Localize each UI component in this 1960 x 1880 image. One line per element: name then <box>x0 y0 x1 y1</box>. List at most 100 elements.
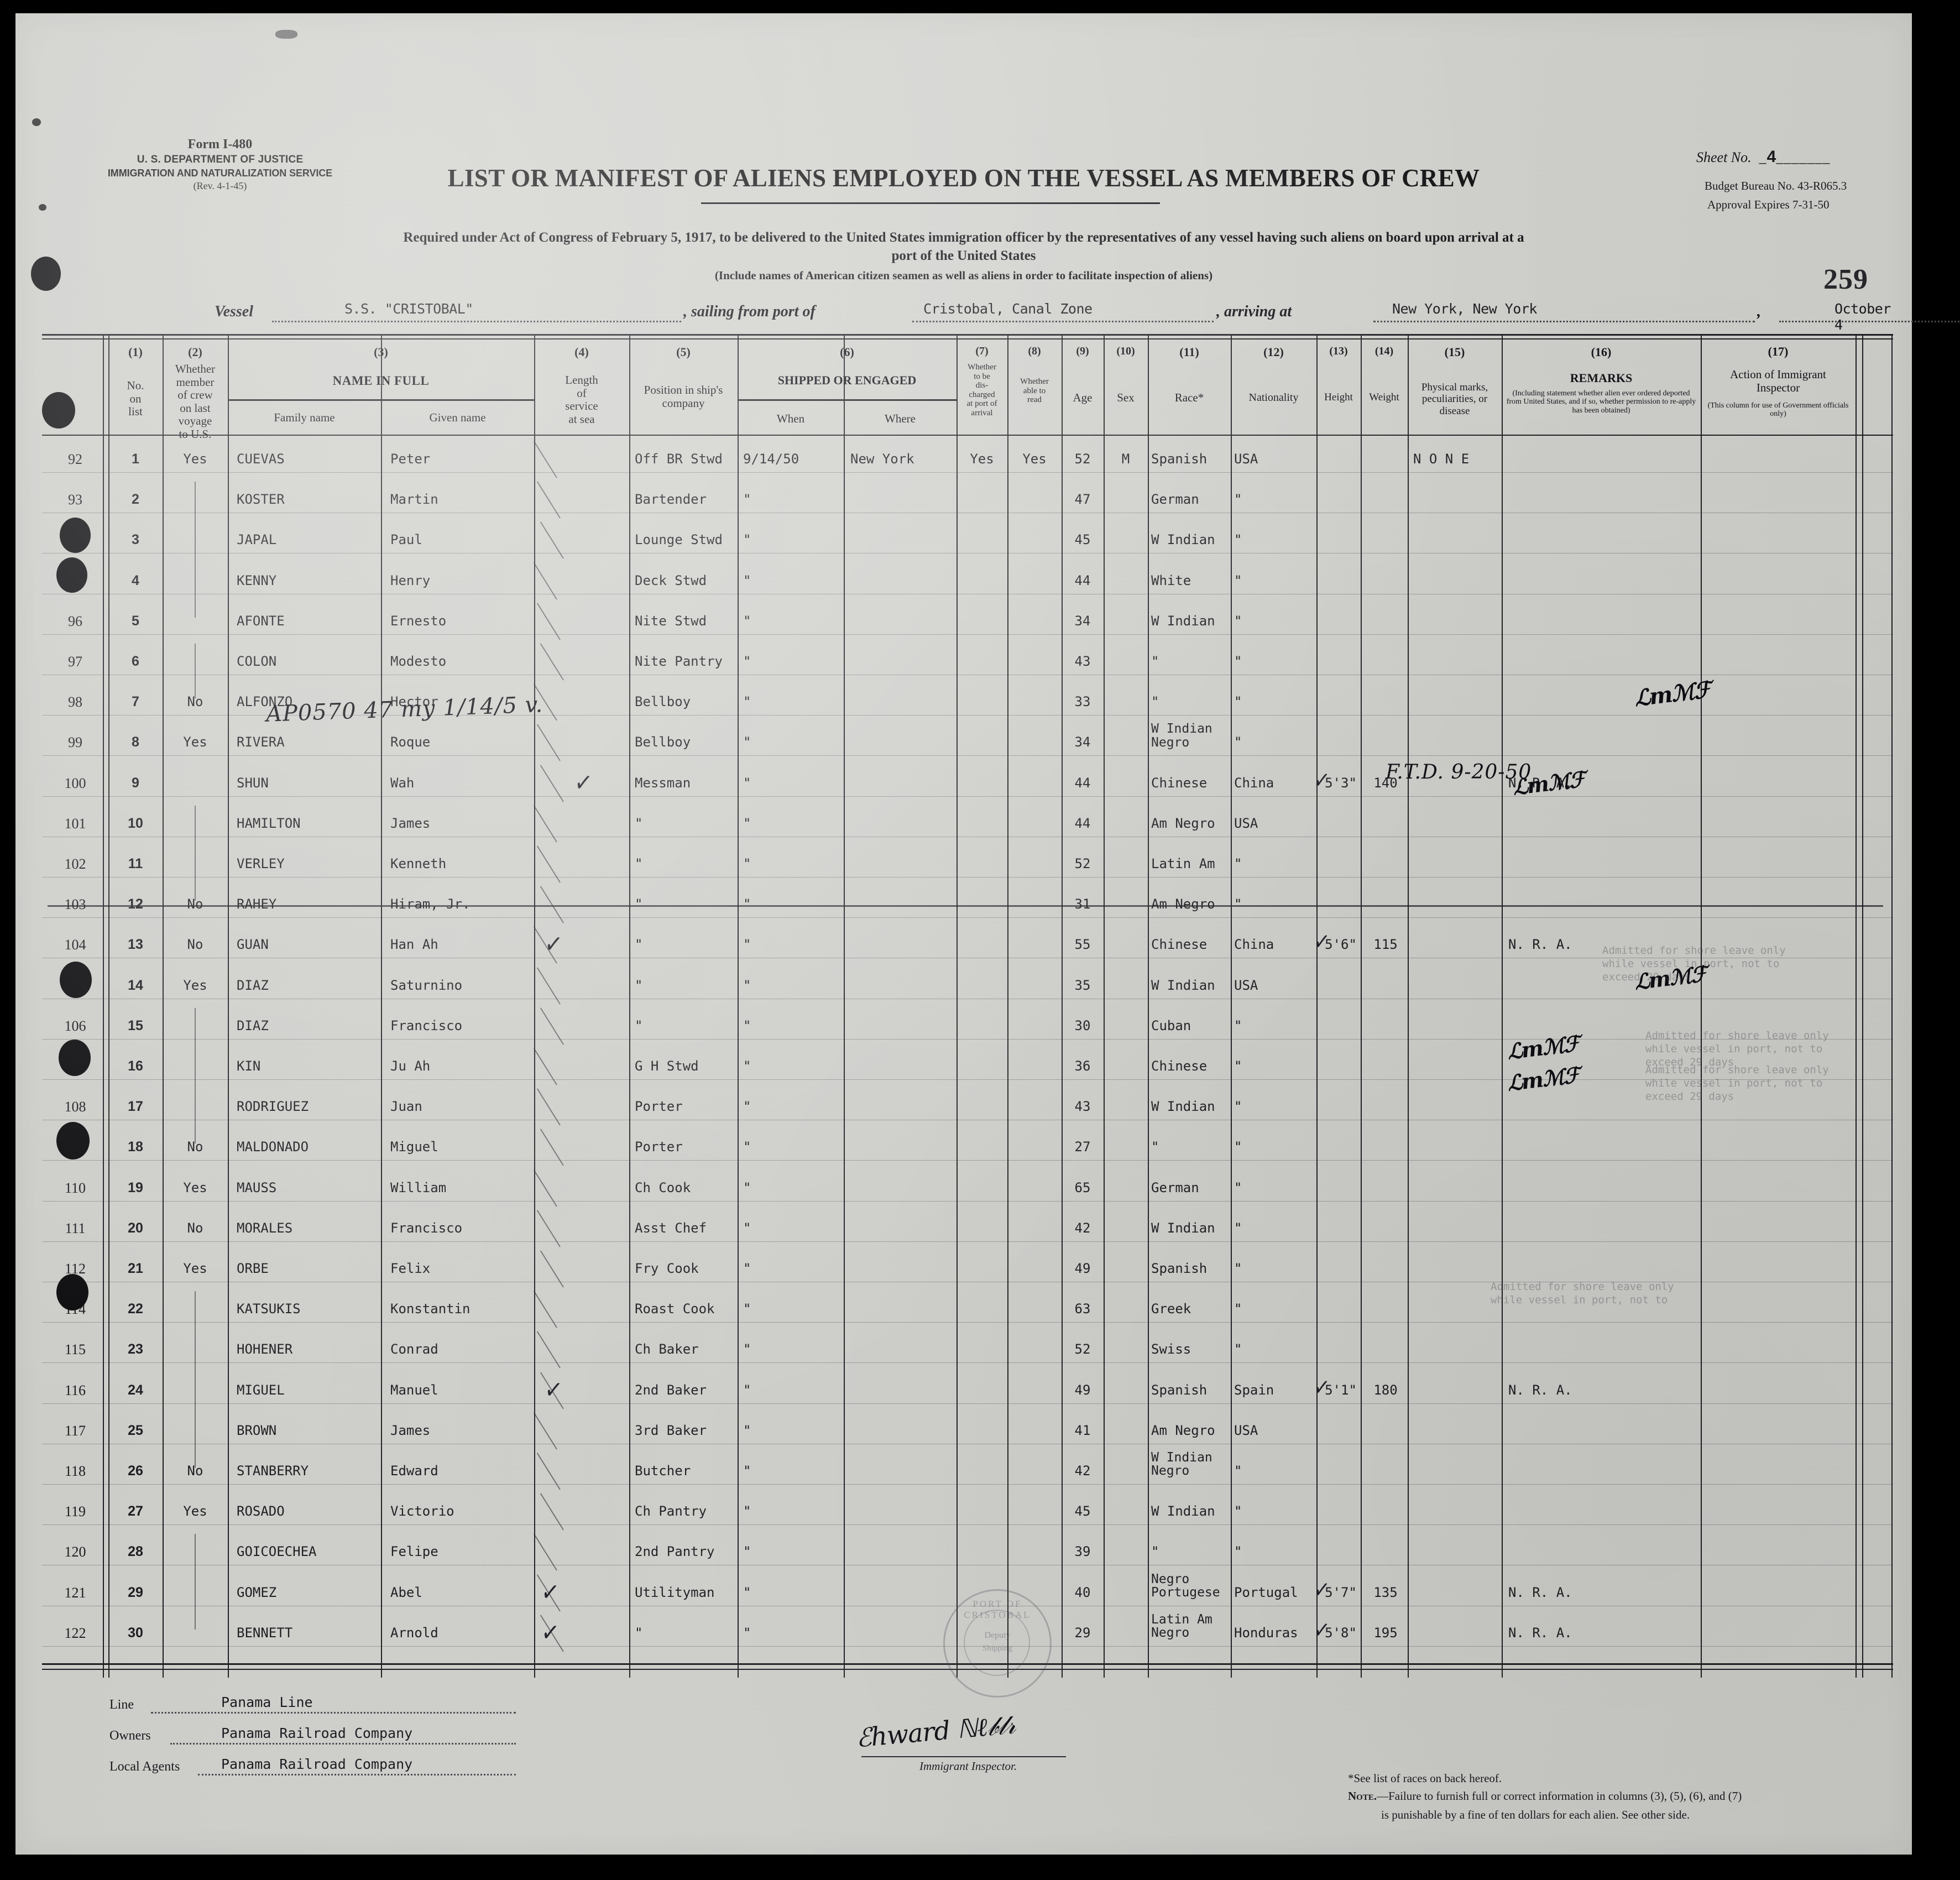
cell-height: 5'3" <box>1325 775 1357 791</box>
port-stamp-arc: PORT OF CRISTOBAL <box>964 1599 1031 1620</box>
owners-label: Owners <box>109 1728 151 1743</box>
cell-race: Negro Portugese <box>1151 1571 1220 1600</box>
cell-age: 45 <box>1074 532 1091 548</box>
cell-position: " <box>635 937 643 953</box>
col-6-label: SHIPPED OR ENGAGED <box>777 373 917 387</box>
cell-marks: N O N E <box>1413 451 1470 467</box>
cell-race: W Indian <box>1151 977 1215 993</box>
cell-race: " <box>1151 694 1159 710</box>
col-10-label: Sex <box>1117 391 1135 404</box>
cell-no: 7 <box>132 694 139 710</box>
agents-dotline <box>198 1774 516 1775</box>
cell-family: DIAZ <box>237 1017 269 1033</box>
cell-when: " <box>743 613 751 629</box>
sailing-dotline <box>912 321 1214 322</box>
col-15-number: (15) <box>1444 345 1465 359</box>
form-number: Form I-480 <box>187 137 253 152</box>
cell-race: Chinese <box>1151 1058 1208 1074</box>
cell-position: " <box>635 1625 643 1641</box>
cell-race: Am Negro <box>1151 1422 1215 1438</box>
cell-nationality: China <box>1234 775 1274 791</box>
cell-when: " <box>743 1017 751 1033</box>
cell-member: Yes <box>183 977 207 993</box>
inspection-check-mark: ✓ <box>543 1373 565 1406</box>
row-rule <box>42 1038 1893 1040</box>
cell-given: Arnold <box>390 1625 438 1641</box>
cell-family: JAPAL <box>237 532 277 548</box>
cell-when: " <box>743 694 751 710</box>
cell-no: 8 <box>132 734 139 750</box>
cell-list-no: 110 <box>64 1179 86 1196</box>
cell-position: Asst Chef <box>635 1220 707 1236</box>
cell-list-no: 122 <box>64 1625 86 1641</box>
cell-weight: 140 <box>1373 775 1398 791</box>
cell-position: Bellboy <box>635 734 691 750</box>
cell-family: KIN <box>237 1058 261 1074</box>
cell-list-no: 99 <box>68 734 82 751</box>
cell-when: " <box>743 734 751 750</box>
col-2-number: (2) <box>188 345 202 359</box>
row-rule <box>42 1079 1893 1080</box>
cell-when: " <box>743 815 751 831</box>
cell-read: Yes <box>1022 451 1047 467</box>
cell-no: 11 <box>128 856 143 871</box>
cell-race: Latin Am Negro <box>1151 1612 1212 1640</box>
port-stamp-line2: Shipping <box>982 1644 1013 1653</box>
cell-when: " <box>743 1220 751 1236</box>
col-13-label: Height <box>1324 391 1353 403</box>
cell-position: " <box>635 1017 643 1033</box>
cell-family: RODRIGUEZ <box>237 1099 309 1115</box>
cell-when: " <box>743 775 751 791</box>
col-14-label: Weight <box>1369 391 1399 403</box>
sheet-number-field: Sheet No. _4_______ <box>1696 148 1831 166</box>
ink-blot <box>59 1040 91 1076</box>
header-divider <box>42 435 1893 436</box>
cell-when: " <box>743 1584 751 1600</box>
cell-list-no: 101 <box>64 815 86 832</box>
cell-age: 44 <box>1074 572 1091 588</box>
inspection-check-mark: ✓ <box>543 928 565 960</box>
row-rule <box>42 472 1893 473</box>
cell-member: No <box>187 937 203 953</box>
cell-position: 2nd Pantry <box>635 1544 715 1560</box>
cell-given: Francisco <box>390 1220 463 1236</box>
row-rule <box>42 634 1893 635</box>
cell-when: " <box>743 1058 751 1074</box>
cell-remarks: N. R. A. <box>1508 775 1572 791</box>
cell-list-no: 115 <box>64 1341 86 1358</box>
cell-position: 2nd Baker <box>635 1382 707 1398</box>
cell-given: Saturnino <box>390 977 463 993</box>
requirement-text-line1: Required under Act of Congress of Februa… <box>403 230 1524 245</box>
cell-family: BENNETT <box>237 1625 293 1641</box>
cell-given: Felipe <box>390 1544 438 1560</box>
cell-list-no: 120 <box>64 1544 86 1560</box>
arriving-value: New York, New York <box>1392 301 1537 317</box>
cell-nationality: USA <box>1234 1422 1258 1438</box>
row-rule <box>42 1362 1893 1364</box>
cell-race: Cuban <box>1151 1017 1191 1033</box>
cell-no: 9 <box>132 775 139 791</box>
approval-expiry: Approval Expires 7-31-50 <box>1707 198 1830 211</box>
cell-position: Messman <box>635 775 691 791</box>
cell-position: Utilityman <box>635 1584 715 1600</box>
cell-no: 22 <box>128 1301 143 1317</box>
arriving-dotline <box>1373 321 1755 322</box>
col-17-label: Action of Immigrant Inspector <box>1730 368 1826 394</box>
cell-given: James <box>390 815 431 831</box>
cell-race: Spanish <box>1151 1261 1208 1276</box>
cell-height: 5'1" <box>1325 1382 1357 1398</box>
height-check-mark: ✓ <box>1312 1574 1331 1605</box>
col-5-number: (5) <box>676 345 691 359</box>
cell-given: Roque <box>390 734 431 750</box>
cell-remarks: N. R. A. <box>1508 1584 1572 1600</box>
cell-when: " <box>743 654 751 669</box>
cell-list-no: 117 <box>64 1422 86 1439</box>
cell-position: " <box>635 856 643 871</box>
cell-family: AFONTE <box>237 613 285 629</box>
cell-nationality: Spain <box>1234 1382 1274 1398</box>
agents-value: Panama Railroad Company <box>221 1756 413 1772</box>
cell-race: W Indian Negro <box>1151 722 1212 750</box>
col-2-label: Whether member of crew on last voyage to… <box>175 362 216 441</box>
cell-no: 2 <box>132 492 139 508</box>
port-stamp-line1: Deputy <box>984 1631 1011 1640</box>
